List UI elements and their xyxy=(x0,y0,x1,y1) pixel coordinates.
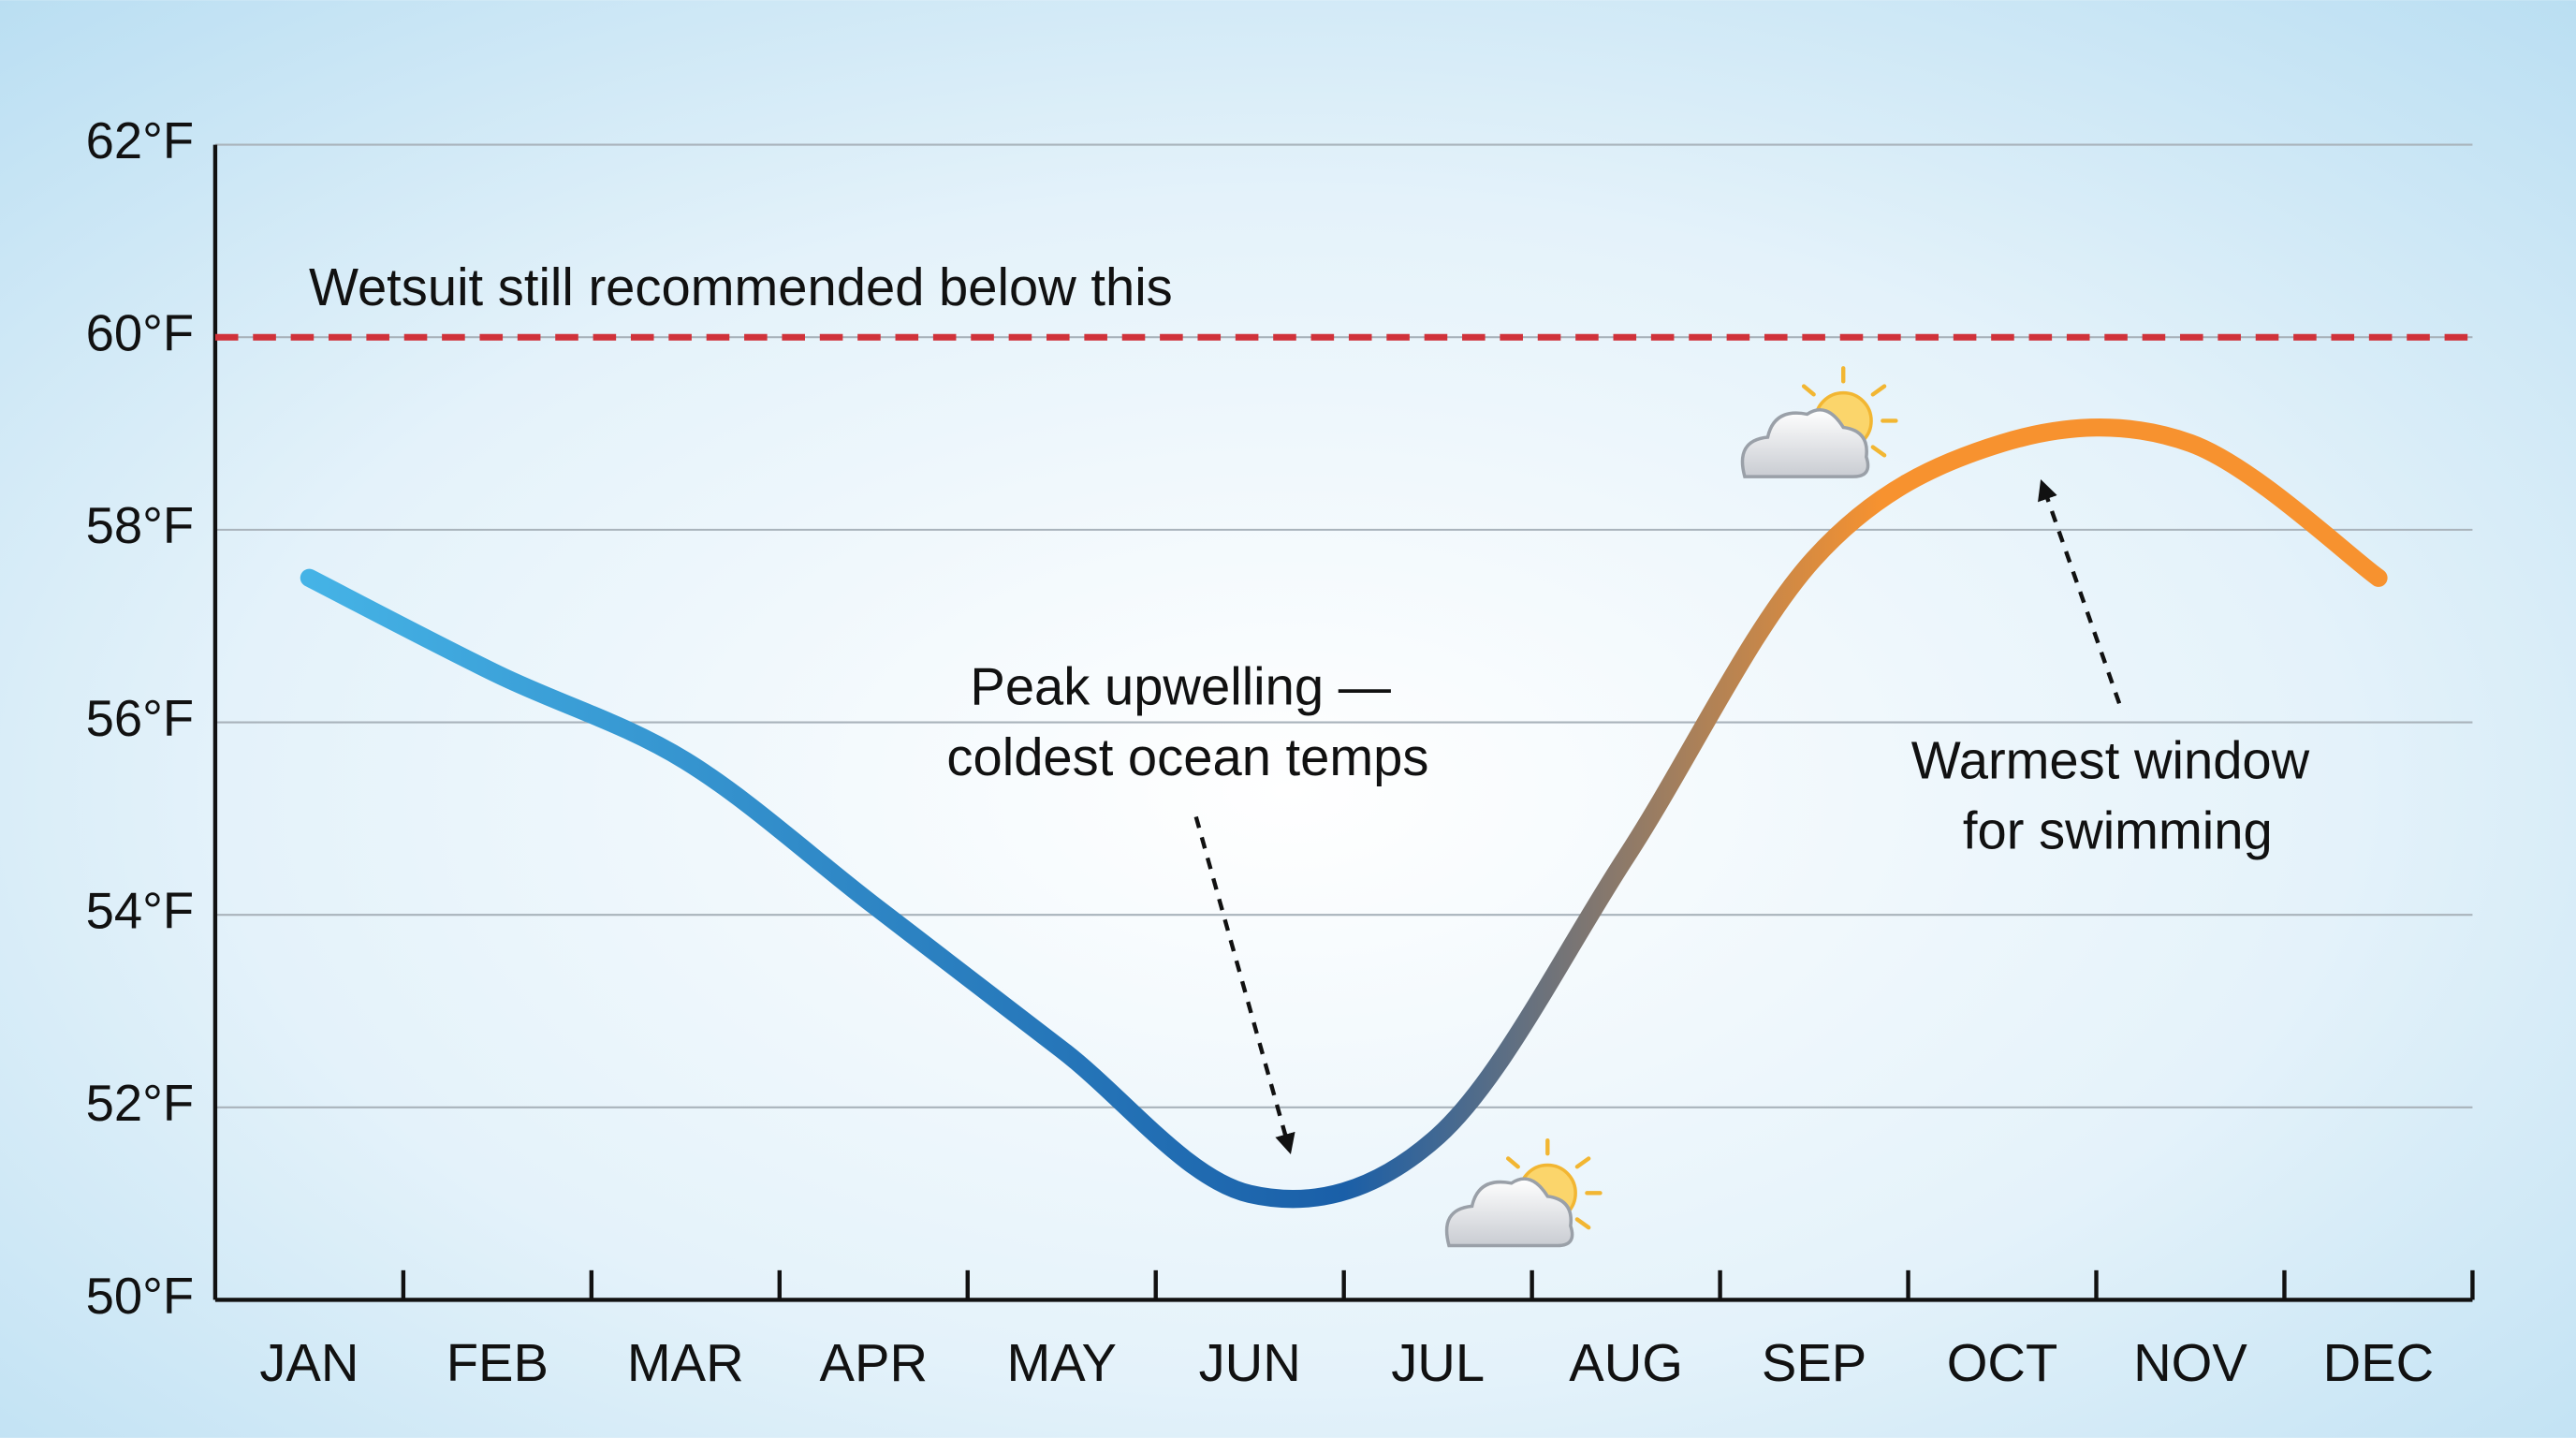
x-tick-label: JAN xyxy=(259,1333,359,1392)
annotation-line: Warmest window xyxy=(1911,730,2310,789)
annotation-line: coldest ocean temps xyxy=(946,727,1428,786)
x-tick-label: SEP xyxy=(1762,1333,1866,1392)
y-tick-label: 54°F xyxy=(86,883,194,940)
weather-icon xyxy=(1444,1137,1603,1248)
annotation-arrow xyxy=(2038,479,2122,705)
annotation-line: for swimming xyxy=(1963,801,2273,860)
x-tick-label: MAY xyxy=(1006,1333,1117,1392)
x-tick-label: APR xyxy=(820,1333,928,1392)
x-tick-label: JUN xyxy=(1199,1333,1301,1392)
y-tick-label: 52°F xyxy=(86,1075,194,1132)
x-tick-label: AUG xyxy=(1569,1333,1683,1392)
y-tick-label: 50°F xyxy=(86,1268,194,1325)
temperature-line xyxy=(300,418,2388,1209)
y-tick-label: 62°F xyxy=(86,112,194,169)
y-tick-label: 58°F xyxy=(86,497,194,554)
x-tick-label: MAR xyxy=(627,1333,744,1392)
threshold-label: Wetsuit still recommended below this xyxy=(309,257,1173,316)
annotation-line: Peak upwelling — xyxy=(970,656,1391,715)
x-tick-label: NOV xyxy=(2133,1333,2247,1392)
weather-icon xyxy=(1740,366,1898,478)
y-tick-label: 60°F xyxy=(86,305,194,362)
annotation: Warmest window for swimming xyxy=(1911,730,2324,859)
x-tick-label: JUL xyxy=(1391,1333,1485,1392)
annotation-arrow xyxy=(1193,815,1295,1154)
axes xyxy=(212,144,2475,1302)
x-tick-label: FEB xyxy=(446,1333,549,1392)
x-tick-label: DEC xyxy=(2323,1333,2435,1392)
annotation: Peak upwelling — coldest ocean temps xyxy=(946,656,1428,785)
x-tick-label: OCT xyxy=(1947,1333,2058,1392)
y-tick-label: 56°F xyxy=(86,690,194,747)
